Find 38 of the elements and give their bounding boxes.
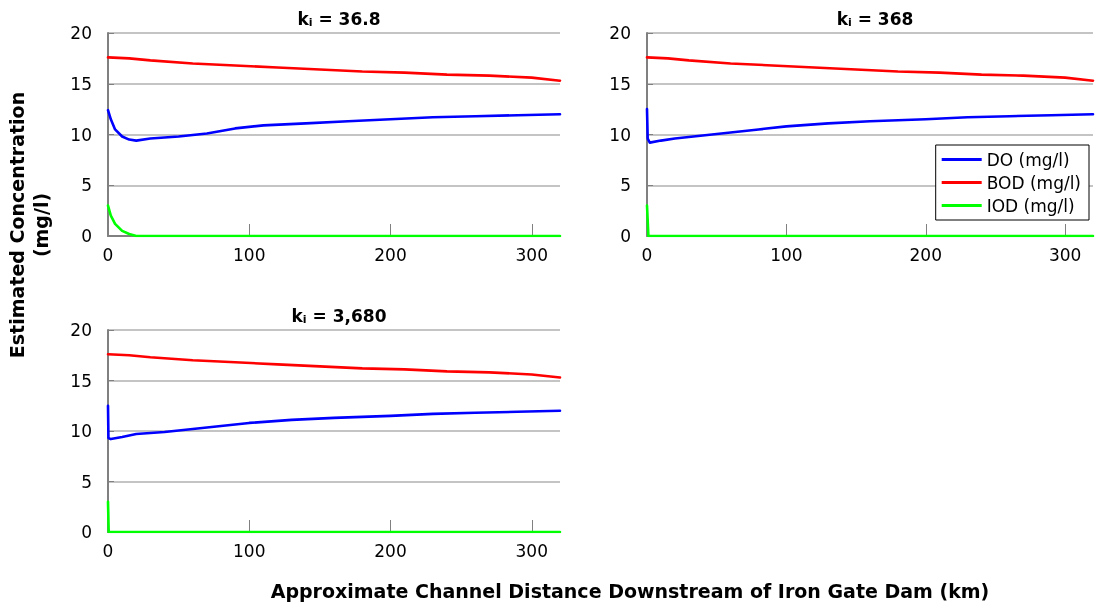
line-series: [106, 56, 562, 83]
y-tick-label: 20: [609, 23, 631, 43]
y-tick-label: 15: [70, 73, 92, 94]
y-tick-label: 0: [81, 226, 92, 246]
x-tick-label: 300: [1048, 244, 1082, 265]
legend-label: BOD (mg/l): [986, 172, 1082, 193]
x-tick-label: 100: [770, 244, 803, 265]
y-tick-label: 0: [81, 522, 92, 542]
y-tick-label: 5: [81, 471, 92, 492]
y-tick-label: 15: [609, 73, 631, 94]
x-tick-label: 0: [102, 244, 114, 265]
y-tick-label: 5: [81, 175, 92, 196]
x-tick-label: 100: [233, 540, 266, 561]
x-axis-title: Approximate Channel Distance Downstream of Iron Gate Dam (km): [269, 580, 991, 602]
x-tick-label: 100: [233, 244, 266, 265]
y-tick-label: 15: [70, 370, 92, 391]
line-series: [645, 56, 1095, 83]
y-tick-label: 20: [70, 320, 92, 340]
y-axis-title: Estimated Concentration (mg/l): [5, 90, 53, 361]
y-tick-label: 20: [70, 23, 92, 43]
x-tick-label: 200: [909, 244, 942, 265]
x-tick-label: 200: [374, 540, 407, 561]
line-series: [645, 107, 1095, 144]
x-tick-label: 0: [641, 244, 653, 265]
legend-label: IOD (mg/l): [986, 195, 1075, 216]
line-series: [106, 108, 562, 142]
line-series: [106, 404, 562, 441]
y-tick-label: 10: [609, 124, 631, 145]
y-tick-label: 5: [620, 175, 631, 196]
y-tick-label: 0: [620, 226, 631, 246]
line-series: [106, 352, 562, 379]
y-tick-label: 10: [70, 124, 92, 145]
x-tick-label: 300: [515, 244, 548, 265]
legend-label: DO (mg/l): [986, 149, 1070, 170]
x-tick-label: 200: [374, 244, 407, 265]
x-tick-label: 0: [102, 540, 114, 561]
y-tick-label: 10: [70, 421, 92, 441]
x-tick-label: 300: [515, 540, 548, 561]
